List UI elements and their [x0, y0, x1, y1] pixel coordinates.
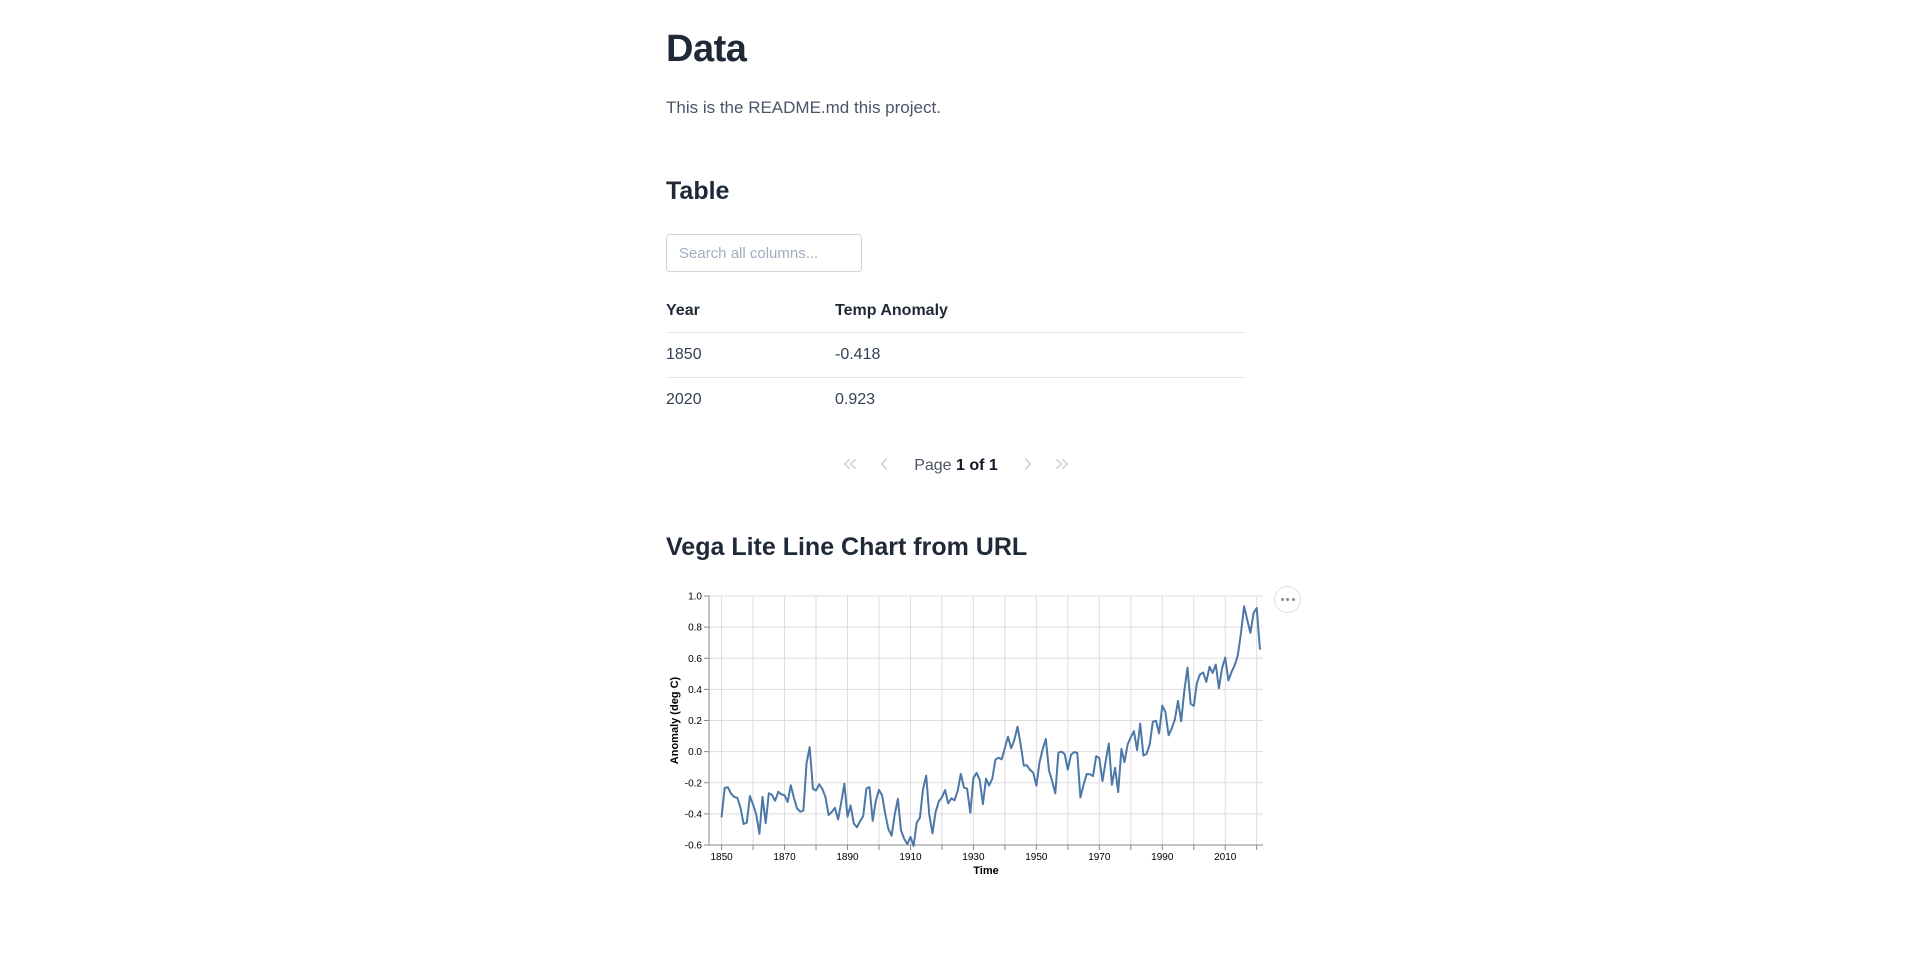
svg-text:1990: 1990	[1151, 852, 1174, 863]
chevrons-left-icon	[840, 454, 860, 477]
svg-text:2010: 2010	[1214, 852, 1237, 863]
chart-actions-button[interactable]	[1274, 586, 1301, 614]
svg-text:1970: 1970	[1088, 852, 1111, 863]
pagination: Page 1 of 1	[666, 452, 1246, 479]
data-table: Year Temp Anomaly 1850 -0.418 2020 0.923	[666, 300, 1246, 423]
svg-text:0.8: 0.8	[688, 623, 702, 634]
table-search	[666, 234, 1246, 273]
pagination-status: Page 1 of 1	[914, 457, 998, 475]
intro-text: This is the README.md this project.	[666, 97, 941, 117]
svg-text:-0.2: -0.2	[685, 779, 703, 790]
svg-text:0.2: 0.2	[688, 716, 702, 727]
svg-text:1850: 1850	[710, 852, 733, 863]
chevron-right-icon	[1018, 454, 1038, 477]
ellipsis-icon	[1280, 598, 1295, 602]
svg-text:0.6: 0.6	[688, 654, 702, 665]
chevron-left-icon	[874, 454, 894, 477]
svg-text:Time: Time	[973, 865, 998, 877]
svg-text:1910: 1910	[899, 852, 922, 863]
svg-text:1950: 1950	[1025, 852, 1048, 863]
vega-line-chart: -0.6 -0.4 -0.2 0.0 0.2 0.4 0.6 0.8 1.0 1850 1870 18…	[666, 584, 1326, 889]
svg-text:1890: 1890	[836, 852, 859, 863]
main-content: Data This is the README.md this project.…	[666, 28, 1301, 949]
line-chart-svg: -0.6 -0.4 -0.2 0.0 0.2 0.4 0.6 0.8 1.0 1850 1870 18…	[669, 592, 1263, 877]
cell-temp-anomaly: 0.923	[835, 377, 1246, 423]
svg-text:Anomaly (deg C): Anomaly (deg C)	[669, 677, 681, 765]
next-page-button[interactable]	[1014, 452, 1042, 479]
svg-text:0.4: 0.4	[688, 685, 702, 696]
table-header-row: Year Temp Anomaly	[666, 300, 1246, 334]
last-page-button[interactable]	[1048, 452, 1076, 479]
first-page-button[interactable]	[836, 452, 864, 479]
page-label: Page	[914, 456, 956, 474]
table-row: 2020 0.923	[666, 377, 1246, 423]
search-input[interactable]	[666, 234, 862, 273]
cell-year: 1850	[666, 346, 702, 364]
table-row: 1850 -0.418	[666, 333, 1246, 378]
column-header-year[interactable]: Year	[666, 300, 835, 334]
previous-page-button[interactable]	[870, 452, 898, 479]
svg-text:-0.6: -0.6	[685, 841, 703, 852]
svg-text:0.0: 0.0	[688, 748, 702, 759]
svg-text:1870: 1870	[773, 852, 796, 863]
page-value: 1 of 1	[956, 456, 998, 474]
cell-temp-anomaly: -0.418	[835, 346, 881, 364]
chevrons-right-icon	[1052, 454, 1072, 477]
page-title: Data	[666, 28, 747, 70]
chart-section-heading: Vega Lite Line Chart from URL	[666, 533, 1028, 562]
svg-text:1.0: 1.0	[688, 592, 702, 603]
cell-year: 2020	[666, 377, 835, 423]
svg-text:1930: 1930	[962, 852, 985, 863]
column-header-temp-anomaly[interactable]: Temp Anomaly	[835, 300, 1246, 334]
svg-text:-0.4: -0.4	[685, 810, 703, 821]
table-section-heading: Table	[666, 177, 730, 206]
